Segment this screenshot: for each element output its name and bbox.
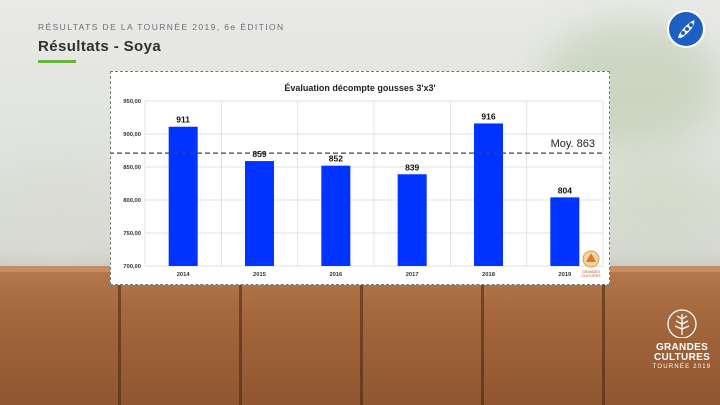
chart-title: Évaluation décompte gousses 3'x3' [284,83,435,93]
data-label-2018: 916 [481,111,495,121]
title-underline [38,60,76,63]
y-axis: 700,00 750,00 800,00 850,00 900,00 950,00 [123,99,141,270]
brand-line3: TOURNÉE 2019 [652,364,712,370]
data-label-2015: 859 [252,149,266,159]
mini-logo-line1: GRANDES [582,270,600,274]
x-tick-label: 2014 [177,272,191,278]
x-tick-label: 2018 [482,272,496,278]
bar-2018 [473,123,504,266]
data-label-2017: 839 [405,162,419,172]
brand-line1: GRANDES [655,342,709,353]
y-tick-label: 750,00 [123,231,141,237]
y-tick-label: 800,00 [123,198,141,204]
background-blur [0,160,120,260]
x-axis: 2014 2015 2016 2017 2018 2019 [177,272,572,278]
bar-2015 [244,161,275,266]
bar-2019 [550,197,580,266]
y-tick-label: 900,00 [123,132,141,138]
page-title: Résultats - Soya [38,38,162,55]
average-label: Moy. 863 [551,138,595,150]
background-blur [600,150,720,250]
x-tick-label: 2016 [329,272,343,278]
chart-panel: Évaluation décompte gousses 3'x3' 700,00… [109,71,610,285]
data-label-2014: 911 [176,115,190,125]
y-tick-label: 700,00 [123,264,141,270]
data-label-2019: 804 [558,185,572,195]
grandes-cultures-mini-logo-icon: GRANDES CULTURES [581,250,601,278]
grid [144,100,604,267]
page-subtitle: RÉSULTATS DE LA TOURNÉE 2019, 6e ÉDITION [38,22,285,32]
reference-line: Moy. 863 [109,138,603,154]
y-tick-label: 850,00 [123,165,141,171]
wheat-logo-icon [667,309,697,339]
soybean-logo-icon [667,10,705,48]
bar-2016 [321,165,351,266]
bar-chart: Évaluation décompte gousses 3'x3' 700,00… [109,83,604,278]
x-tick-label: 2019 [558,272,572,278]
wooden-table [0,266,720,405]
bars: 911 859 852 839 916 804 [168,111,580,266]
data-label-2016: 852 [329,154,343,164]
y-tick-label: 950,00 [123,99,141,105]
bar-2017 [397,174,427,266]
x-tick-label: 2015 [253,272,267,278]
mini-logo-line2: CULTURES [581,274,601,278]
grandes-cultures-brand: GRANDES CULTURES TOURNÉE 2019 [652,308,712,371]
bar-2014 [168,126,198,266]
brand-line2: CULTURES [653,352,711,363]
x-tick-label: 2017 [406,272,419,278]
